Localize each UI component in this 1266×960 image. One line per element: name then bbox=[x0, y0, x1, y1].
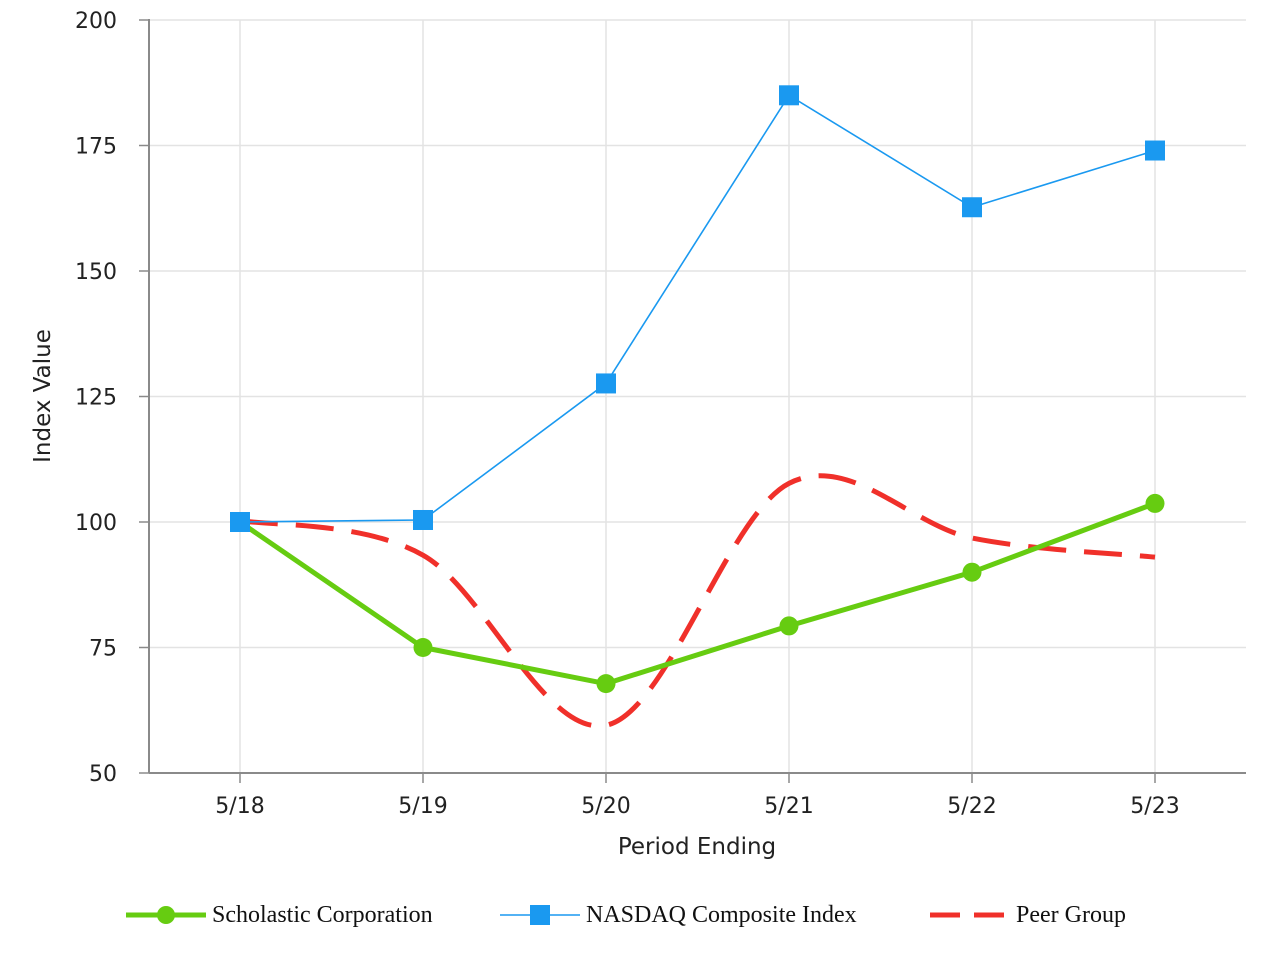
legend-label-nasdaq: NASDAQ Composite Index bbox=[586, 901, 857, 928]
x-axis-ticks: 5/18 5/19 5/20 5/21 5/22 5/23 bbox=[215, 773, 1180, 819]
scholastic-point-marker bbox=[413, 638, 433, 657]
y-tick-label: 50 bbox=[89, 762, 117, 787]
nasdaq-point-marker bbox=[1145, 140, 1165, 161]
y-tick-label: 125 bbox=[75, 386, 117, 411]
legend-label-peer: Peer Group bbox=[1016, 901, 1126, 928]
scholastic-point-marker bbox=[596, 674, 616, 694]
legend-swatch-circle-icon bbox=[126, 906, 206, 924]
x-tick-label: 5/23 bbox=[1130, 794, 1179, 819]
y-tick-label: 175 bbox=[75, 135, 117, 160]
nasdaq-point-marker bbox=[596, 373, 616, 394]
series-line-scholastic bbox=[238, 501, 1156, 687]
legend-swatch-dash-icon bbox=[930, 912, 1010, 918]
scholastic-point-marker bbox=[779, 616, 799, 636]
nasdaq-point-marker bbox=[779, 85, 799, 106]
grid-lines bbox=[149, 19, 1246, 773]
legend-item-nasdaq: NASDAQ Composite Index bbox=[500, 888, 857, 942]
y-tick-label: 100 bbox=[75, 511, 117, 536]
x-tick-label: 5/22 bbox=[947, 794, 996, 819]
x-tick-label: 5/20 bbox=[581, 794, 630, 819]
y-tick-label: 75 bbox=[89, 637, 117, 662]
legend-swatch-square-icon bbox=[500, 905, 580, 925]
y-axis-label: Index Value bbox=[30, 329, 56, 463]
scholastic-point-marker bbox=[962, 562, 982, 582]
x-tick-label: 5/18 bbox=[215, 794, 264, 819]
legend: Scholastic Corporation NASDAQ Composite … bbox=[0, 888, 1266, 942]
x-tick-label: 5/19 bbox=[398, 794, 447, 819]
y-axis-ticks: 50 75 100 125 150 175 200 bbox=[75, 9, 149, 787]
y-tick-label: 150 bbox=[75, 260, 117, 285]
series-line-nasdaq bbox=[239, 94, 1156, 523]
legend-item-peer: Peer Group bbox=[930, 888, 1126, 942]
line-chart: 50 75 100 125 150 175 200 5/18 5/19 5/20 5/21 5/22… bbox=[30, 9, 1246, 860]
x-tick-label: 5/21 bbox=[764, 794, 813, 819]
x-axis-label: Period Ending bbox=[618, 834, 776, 860]
legend-item-scholastic: Scholastic Corporation bbox=[126, 888, 433, 942]
nasdaq-point-marker bbox=[962, 197, 982, 218]
series-group bbox=[230, 85, 1165, 729]
nasdaq-point-marker bbox=[230, 512, 250, 532]
series-line-peer-group bbox=[239, 473, 1156, 729]
legend-label-scholastic: Scholastic Corporation bbox=[212, 901, 433, 928]
y-tick-label: 200 bbox=[75, 9, 117, 34]
scholastic-point-marker bbox=[1145, 493, 1165, 513]
nasdaq-point-marker bbox=[413, 509, 433, 530]
